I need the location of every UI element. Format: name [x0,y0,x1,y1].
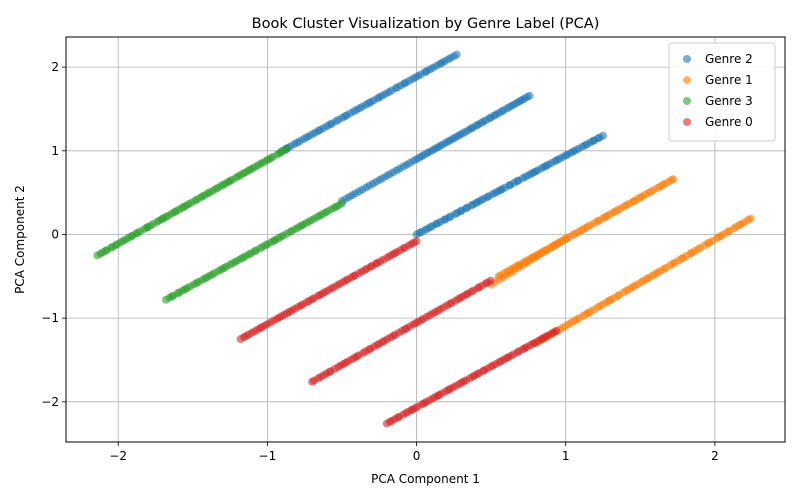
data-point [452,50,461,59]
x-tick-label: −1 [259,449,277,463]
x-tick-label: −2 [109,449,127,463]
y-tick-label: 2 [51,60,59,74]
legend-marker [683,97,691,105]
data-point [409,156,418,165]
series-genre-3 [93,145,346,304]
y-tick-label: −2 [41,395,59,409]
data-point [669,175,678,184]
data-point [746,214,755,223]
legend: Genre 2 Genre 1 Genre 3 Genre 0 [668,42,776,142]
y-tick-label: −1 [41,311,59,325]
data-point [412,237,421,246]
legend-marker [683,76,691,84]
data-point [599,131,608,140]
legend-label: Genre 3 [705,94,753,108]
x-tick-label: 0 [413,449,421,463]
legend-marker [683,55,691,63]
series-genre-0 [236,237,561,428]
plot-frame [65,36,786,443]
legend-box [668,42,776,142]
legend-label: Genre 1 [705,73,753,87]
x-tick-label: 1 [562,449,570,463]
x-tick-label: 2 [711,449,719,463]
y-tick-label: 1 [51,144,59,158]
data-point [282,145,291,154]
data-point [552,327,561,336]
legend-label: Genre 0 [705,115,753,129]
data-point [486,276,495,285]
y-axis-label: PCA Component 2 [13,185,27,294]
axis-ticks: −2 −1 0 1 2 −2 −1 0 1 2 [41,60,718,463]
legend-marker [683,118,691,126]
data-point [525,91,534,100]
legend-label: Genre 2 [705,52,753,66]
y-tick-label: 0 [51,227,59,241]
x-axis-label: PCA Component 1 [371,472,480,486]
data-points [93,50,755,428]
data-point [561,234,570,243]
chart-title: Book Cluster Visualization by Genre Labe… [252,16,600,32]
data-point [337,199,346,208]
